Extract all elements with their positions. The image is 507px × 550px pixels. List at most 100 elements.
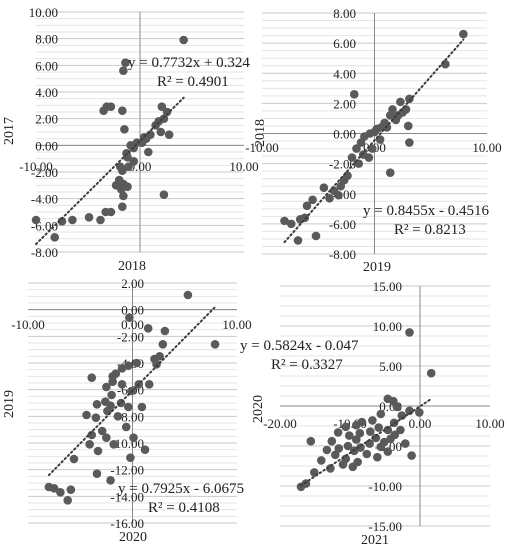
- data-point: [96, 215, 105, 225]
- data-point: [349, 90, 359, 99]
- data-point: [106, 207, 116, 217]
- trendline: [300, 397, 433, 487]
- trendline: [47, 306, 217, 477]
- data-point: [325, 193, 334, 203]
- data-point: [352, 420, 361, 430]
- y-tick-label: 4.00: [35, 85, 58, 100]
- data-point: [97, 426, 107, 436]
- data-point: [366, 427, 375, 436]
- data-point: [343, 441, 353, 451]
- data-point: [143, 324, 153, 333]
- trendline-r-squared: R² = 0.4901: [157, 74, 229, 90]
- y-tick-label: 5.00: [379, 359, 402, 374]
- data-point: [319, 183, 329, 193]
- data-point: [132, 358, 141, 368]
- data-point: [106, 476, 115, 485]
- y-axis-title: 2018: [253, 119, 268, 147]
- x-tick-label: 0.00: [409, 416, 432, 431]
- data-point: [331, 450, 340, 460]
- data-point: [392, 402, 402, 412]
- y-tick-label: 6.00: [35, 58, 58, 73]
- data-point: [31, 215, 41, 225]
- data-point: [119, 191, 128, 201]
- x-axis-title: 2018: [118, 259, 146, 274]
- data-point: [296, 482, 306, 492]
- data-point: [69, 454, 79, 464]
- data-point: [317, 456, 326, 465]
- data-point: [426, 368, 436, 378]
- y-tick-label: 10.00: [29, 5, 58, 20]
- data-point: [358, 150, 368, 159]
- data-point: [356, 138, 366, 147]
- data-point: [367, 144, 377, 153]
- data-point: [118, 106, 127, 115]
- data-point: [87, 373, 97, 382]
- data-point: [383, 425, 393, 435]
- data-point: [334, 444, 344, 453]
- data-point: [129, 433, 138, 442]
- data-point: [84, 213, 94, 222]
- data-point: [383, 447, 393, 456]
- data-point: [50, 233, 60, 242]
- data-point: [56, 488, 65, 497]
- data-point: [365, 439, 374, 448]
- data-point: [116, 185, 126, 194]
- data-point: [120, 125, 129, 134]
- data-point: [137, 402, 147, 412]
- data-point: [338, 460, 348, 469]
- y-tick-label: 8.00: [333, 6, 356, 21]
- y-tick-label: 6.00: [333, 36, 356, 51]
- y-axis-title: 2017: [2, 117, 17, 145]
- x-tick-label: -10.00: [245, 140, 279, 155]
- trendline-r-squared: R² = 0.8213: [394, 222, 466, 238]
- x-axis-title: 2019: [363, 260, 391, 275]
- data-point: [121, 58, 130, 67]
- data-point: [459, 29, 468, 39]
- x-tick-label: 10.00: [475, 416, 504, 431]
- data-point: [280, 216, 289, 226]
- y-tick-label: -2.00: [117, 329, 144, 344]
- y-tick-label: -16.00: [110, 516, 144, 531]
- y-tick-label: 0.00: [35, 138, 58, 153]
- data-point: [92, 400, 102, 409]
- data-point: [160, 326, 170, 336]
- x-tick-label: -10.00: [19, 159, 53, 174]
- y-tick-label: -15.00: [368, 519, 402, 534]
- chart-panel-1: 10.008.006.004.002.000.00-2.00-4.00-6.00…: [2, 5, 259, 274]
- y-tick-label: 0.00: [121, 303, 144, 318]
- data-point: [116, 398, 126, 408]
- y-tick-label: 8.00: [35, 32, 58, 47]
- data-point: [85, 440, 94, 449]
- y-tick-label: -8.00: [117, 409, 144, 424]
- data-point: [385, 168, 395, 177]
- y-axis-title: 2019: [2, 390, 17, 418]
- data-point: [374, 423, 384, 432]
- data-point: [322, 445, 332, 455]
- data-point: [156, 127, 166, 137]
- data-point: [91, 413, 101, 422]
- data-point: [333, 428, 343, 437]
- data-point: [57, 217, 67, 226]
- data-point: [118, 202, 127, 211]
- data-point: [405, 138, 414, 147]
- y-tick-label: 4.00: [333, 66, 356, 81]
- data-point: [373, 452, 382, 462]
- data-point: [308, 195, 317, 205]
- data-point: [92, 469, 102, 478]
- y-axis-title: 2020: [251, 395, 266, 423]
- data-point: [164, 130, 174, 139]
- x-tick-label: 10.00: [222, 317, 251, 332]
- trendline-equation: y = 0.5824x - 0.047: [240, 338, 359, 354]
- chart-panel-4: 15.0010.005.000.00-5.00-10.00-15.00-20.0…: [240, 279, 505, 548]
- data-point: [126, 453, 135, 462]
- y-tick-label: 15.00: [373, 279, 402, 294]
- data-point: [124, 162, 133, 171]
- data-point: [158, 340, 168, 349]
- y-tick-label: -10.00: [368, 479, 402, 494]
- data-point: [179, 35, 188, 45]
- trendline: [283, 38, 465, 244]
- y-tick-label: -2.00: [31, 165, 58, 180]
- data-point: [162, 107, 172, 117]
- y-tick-label: 10.00: [373, 319, 402, 334]
